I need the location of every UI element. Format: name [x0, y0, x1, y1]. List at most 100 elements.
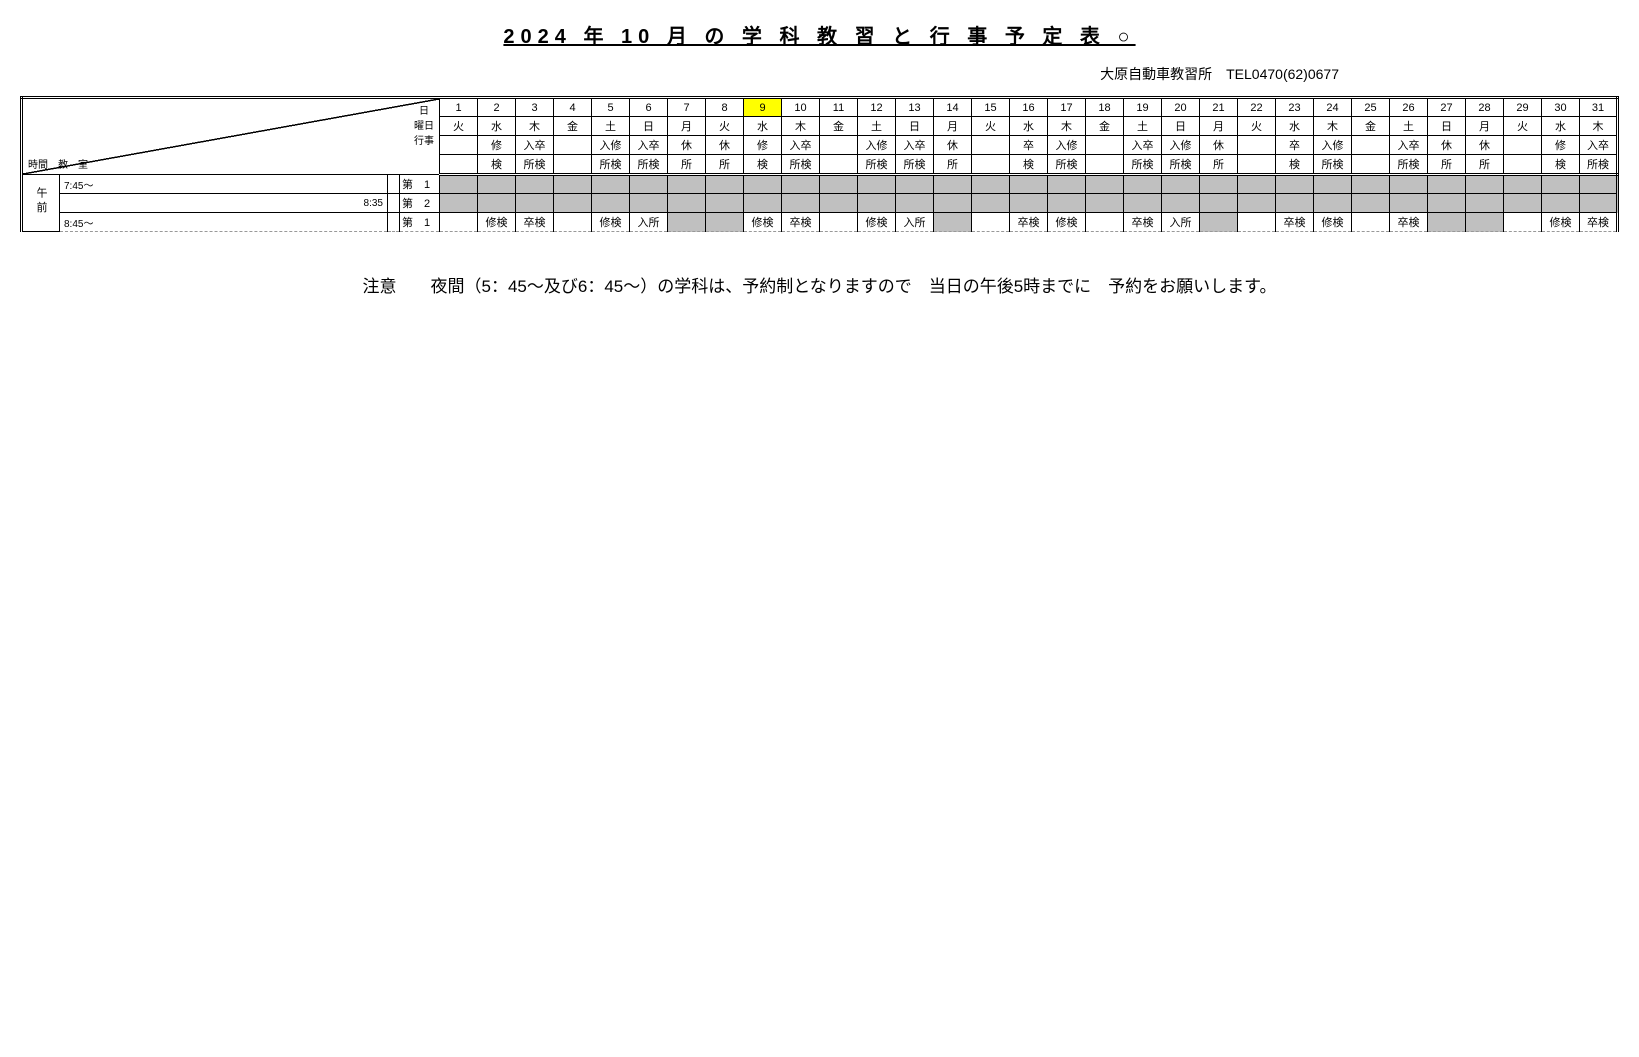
event-r2 [554, 155, 592, 175]
cell: 卒検 [782, 213, 820, 232]
event-r2: 所 [1428, 155, 1466, 175]
weekday: 月 [1466, 117, 1504, 136]
event-r1: 入修 [592, 136, 630, 155]
cell: 卒検 [1276, 213, 1314, 232]
event-r2 [1352, 155, 1390, 175]
subtitle: 大原自動車教習所 TEL0470(62)0677 [20, 64, 1339, 84]
cell [858, 175, 896, 194]
event-r2: 検 [1542, 155, 1580, 175]
weekday: 木 [1580, 117, 1618, 136]
weekday: 木 [516, 117, 554, 136]
event-r2: 検 [1276, 155, 1314, 175]
weekday: 火 [440, 117, 478, 136]
cell [554, 194, 592, 213]
cell [1466, 194, 1504, 213]
weekday: 土 [1390, 117, 1428, 136]
cell [1390, 194, 1428, 213]
cell [934, 175, 972, 194]
cell [554, 175, 592, 194]
event-r1: 入修 [1314, 136, 1352, 155]
cell [1428, 194, 1466, 213]
weekday: 水 [1542, 117, 1580, 136]
event-r1: 入卒 [1390, 136, 1428, 155]
day-2: 2 [478, 98, 516, 117]
event-r1 [1238, 136, 1276, 155]
cell [592, 175, 630, 194]
cell [1276, 194, 1314, 213]
cell [820, 194, 858, 213]
cell: 修検 [1048, 213, 1086, 232]
cell [972, 213, 1010, 232]
cell: 修検 [858, 213, 896, 232]
cell: 修検 [1542, 213, 1580, 232]
cell [1580, 194, 1618, 213]
event-r2: 所検 [1314, 155, 1352, 175]
cell: 修検 [744, 213, 782, 232]
day-3: 3 [516, 98, 554, 117]
day-14: 14 [934, 98, 972, 117]
event-r1: 入卒 [782, 136, 820, 155]
cell [516, 175, 554, 194]
event-r2 [820, 155, 858, 175]
event-r1: 休 [1466, 136, 1504, 155]
weekday: 木 [1048, 117, 1086, 136]
day-11: 11 [820, 98, 858, 117]
cell [1466, 175, 1504, 194]
cell: 修検 [478, 213, 516, 232]
cell [972, 175, 1010, 194]
cell [820, 213, 858, 232]
weekday: 日 [896, 117, 934, 136]
weekday: 水 [744, 117, 782, 136]
cell [478, 194, 516, 213]
weekday: 金 [820, 117, 858, 136]
cell [1466, 213, 1504, 232]
cell [1504, 194, 1542, 213]
event-r2: 所 [1200, 155, 1238, 175]
event-r2: 所検 [782, 155, 820, 175]
cell [896, 175, 934, 194]
cell [1048, 175, 1086, 194]
cell [1542, 194, 1580, 213]
event-r1: 入卒 [896, 136, 934, 155]
cell [934, 194, 972, 213]
schedule-table: 日曜日行事時間 教 室12345678910111213141516171819… [20, 96, 1619, 232]
event-r2: 所検 [1124, 155, 1162, 175]
event-r1: 卒 [1010, 136, 1048, 155]
day-26: 26 [1390, 98, 1428, 117]
day-30: 30 [1542, 98, 1580, 117]
event-r2: 所検 [516, 155, 554, 175]
cell [1314, 175, 1352, 194]
cell: 卒検 [516, 213, 554, 232]
weekday: 火 [1504, 117, 1542, 136]
cell [1048, 194, 1086, 213]
cell [630, 175, 668, 194]
day-8: 8 [706, 98, 744, 117]
event-r2: 所検 [630, 155, 668, 175]
day-16: 16 [1010, 98, 1048, 117]
event-r2: 所検 [1162, 155, 1200, 175]
event-r2 [1086, 155, 1124, 175]
cell [1086, 213, 1124, 232]
event-r1 [1504, 136, 1542, 155]
cell [1390, 175, 1428, 194]
weekday: 木 [1314, 117, 1352, 136]
weekday: 日 [1428, 117, 1466, 136]
day-29: 29 [1504, 98, 1542, 117]
day-9: 9 [744, 98, 782, 117]
cell [1504, 175, 1542, 194]
day-1: 1 [440, 98, 478, 117]
day-15: 15 [972, 98, 1010, 117]
event-r1: 休 [1200, 136, 1238, 155]
event-r1: 休 [934, 136, 972, 155]
cell [1352, 213, 1390, 232]
cell [972, 194, 1010, 213]
event-r1: 修 [478, 136, 516, 155]
weekday: 水 [478, 117, 516, 136]
cell: 卒検 [1580, 213, 1618, 232]
weekday: 月 [934, 117, 972, 136]
weekday: 日 [1162, 117, 1200, 136]
cell [478, 175, 516, 194]
cell: 入所 [1162, 213, 1200, 232]
event-r2 [1504, 155, 1542, 175]
cell [706, 175, 744, 194]
